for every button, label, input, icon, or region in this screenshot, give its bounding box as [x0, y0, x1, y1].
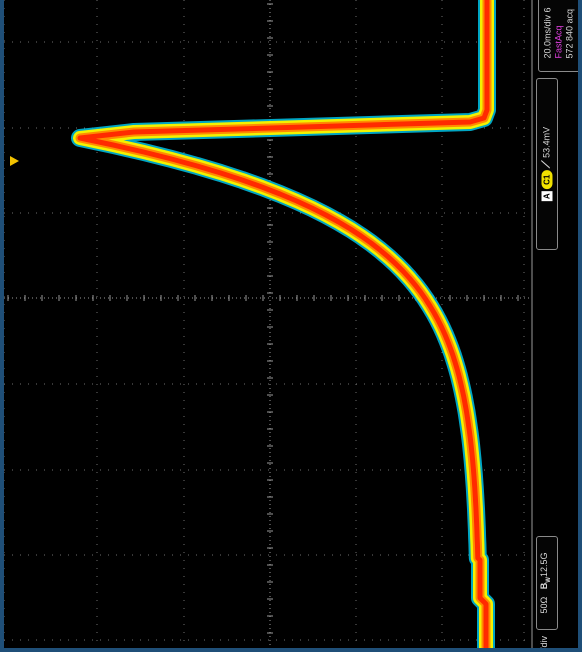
trigger-level-readout: 53.4mV: [541, 126, 552, 158]
graticule: [4, 0, 533, 648]
waveform-display[interactable]: 20.0ms/div 6 FastAcq 572 840 acq A C1 ⟋ …: [4, 0, 578, 648]
rising-edge-icon: ⟋: [540, 160, 553, 169]
trace-mid: [75, 0, 492, 648]
bandwidth-readout: 12.5G: [539, 552, 550, 578]
waveform-trace: [71, 0, 496, 648]
acq-mode-readout: FastAcq: [553, 25, 564, 59]
acquisition-panel[interactable]: 20.0ms/div 6 FastAcq 572 840 acq: [538, 0, 578, 72]
trace-halo: [71, 0, 496, 648]
triangle-marker-icon[interactable]: [10, 156, 19, 166]
impedance-readout: 50Ω: [539, 596, 550, 614]
waveform-canvas: [4, 0, 533, 648]
trace-edge: [73, 0, 494, 648]
trigger-source-badge: A: [541, 191, 553, 202]
trace-core: [77, 0, 490, 648]
trigger-panel[interactable]: A C1 ⟋ 53.4mV: [536, 78, 558, 250]
channel-panel[interactable]: 50Ω BW12.5G: [536, 536, 558, 630]
trigger-channel-badge: C1: [541, 170, 553, 189]
bandwidth-limit-icon: BW: [539, 577, 552, 590]
vertical-scale-readout: /div: [539, 635, 549, 648]
acq-count-readout: 572 840 acq: [564, 8, 575, 59]
timebase-readout: 20.0ms/div 6: [542, 7, 553, 59]
